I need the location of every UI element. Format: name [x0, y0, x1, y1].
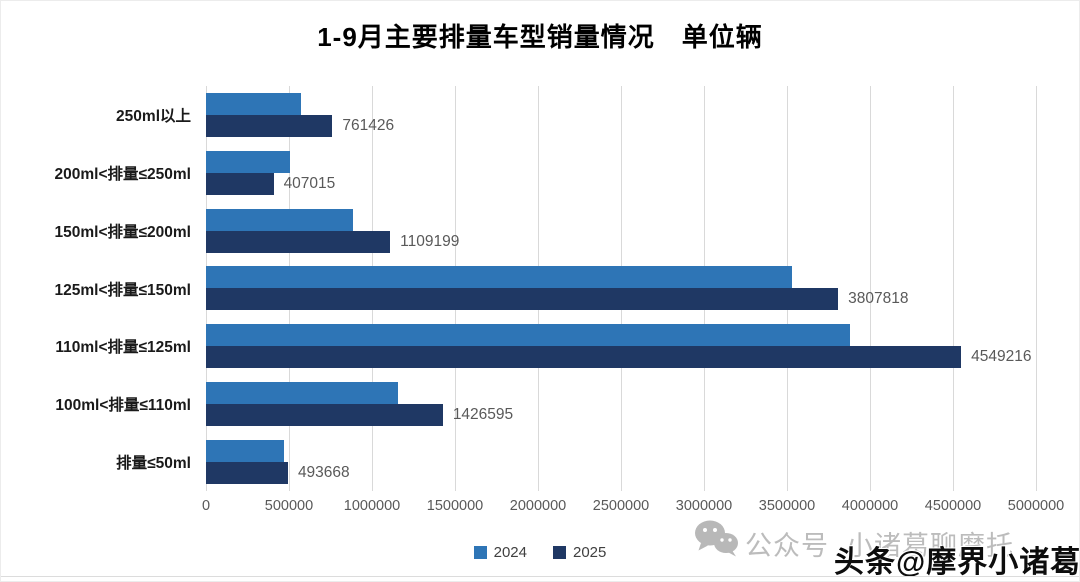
bar-2025 [206, 114, 333, 137]
legend-label: 2024 [493, 544, 527, 561]
category-label: 150ml<排量≤200ml [54, 223, 191, 241]
legend-label: 2025 [573, 544, 607, 561]
bar-2024 [206, 382, 399, 405]
bar-2024 [206, 208, 353, 231]
x-tick-label: 3000000 [675, 498, 733, 514]
wechat-icon [695, 520, 738, 557]
x-tick-label: 4000000 [841, 498, 899, 514]
bar-2024 [206, 324, 851, 347]
bar-2025 [206, 404, 443, 427]
gridline [953, 86, 954, 491]
data-label: 493668 [297, 464, 350, 482]
x-tick-label: 2000000 [509, 498, 567, 514]
legend: 2024 2025 [1, 544, 1079, 561]
category-label: 125ml<排量≤150ml [54, 281, 191, 299]
bar-2025 [206, 230, 391, 253]
plot-area: 761426 407015 1109199 3807818 4549216 1426595… [206, 86, 1037, 491]
bar-2025 [206, 172, 274, 195]
bar-2024 [206, 150, 291, 173]
bar-2025 [206, 288, 839, 311]
bar-2024 [206, 440, 285, 463]
x-tick-label: 3500000 [758, 498, 816, 514]
gridline [1036, 86, 1037, 491]
data-label: 1109199 [400, 232, 460, 250]
bar-group: 407015 [206, 144, 1036, 202]
bar-group: 1109199 [206, 202, 1036, 260]
x-tick-label: 4500000 [924, 498, 982, 514]
data-label: 4549216 [971, 348, 1032, 366]
bar-group: 493668 [206, 433, 1036, 491]
category-label: 200ml<排量≤250ml [54, 165, 191, 183]
x-tick-label: 2500000 [592, 498, 650, 514]
chart-title: 1-9月主要排量车型销量情况 单位辆 [317, 22, 763, 52]
category-label: 110ml<排量≤125ml [55, 339, 191, 357]
bar-2025 [206, 346, 962, 369]
legend-entry-2025: 2025 [553, 544, 606, 561]
legend-swatch [473, 546, 487, 559]
toutiao-watermark-text: 头条@摩界小诸葛 [834, 546, 1080, 579]
category-label: 250ml以上 [116, 107, 191, 125]
bar-2025 [206, 462, 288, 485]
data-label: 407015 [283, 174, 336, 192]
data-label: 761426 [342, 116, 395, 134]
category-label: 排量≤50ml [116, 455, 191, 473]
bar-2024 [206, 266, 792, 289]
legend-entry-2024: 2024 [473, 544, 527, 561]
x-tick-label: 5000000 [1007, 498, 1065, 514]
x-tick-label: 500000 [264, 498, 314, 514]
x-tick-label: 1000000 [343, 498, 401, 514]
gridline [870, 86, 871, 491]
bottom-divider [1, 576, 1079, 577]
data-label: 3807818 [848, 290, 909, 308]
wechat-watermark-text: 公众号 小诸葛聊摩托 [745, 531, 1015, 561]
bar-group: 3807818 [206, 260, 1036, 318]
data-label: 1426595 [452, 406, 514, 424]
bar-group: 4549216 [206, 317, 1036, 375]
legend-swatch [553, 546, 566, 559]
bar-group: 761426 [206, 86, 1036, 144]
bar-2024 [206, 92, 301, 115]
category-label: 100ml<排量≤110ml [55, 397, 191, 415]
x-tick-label: 1500000 [426, 498, 484, 514]
x-tick-label: 0 [201, 498, 211, 514]
bar-group: 1426595 [206, 375, 1036, 433]
